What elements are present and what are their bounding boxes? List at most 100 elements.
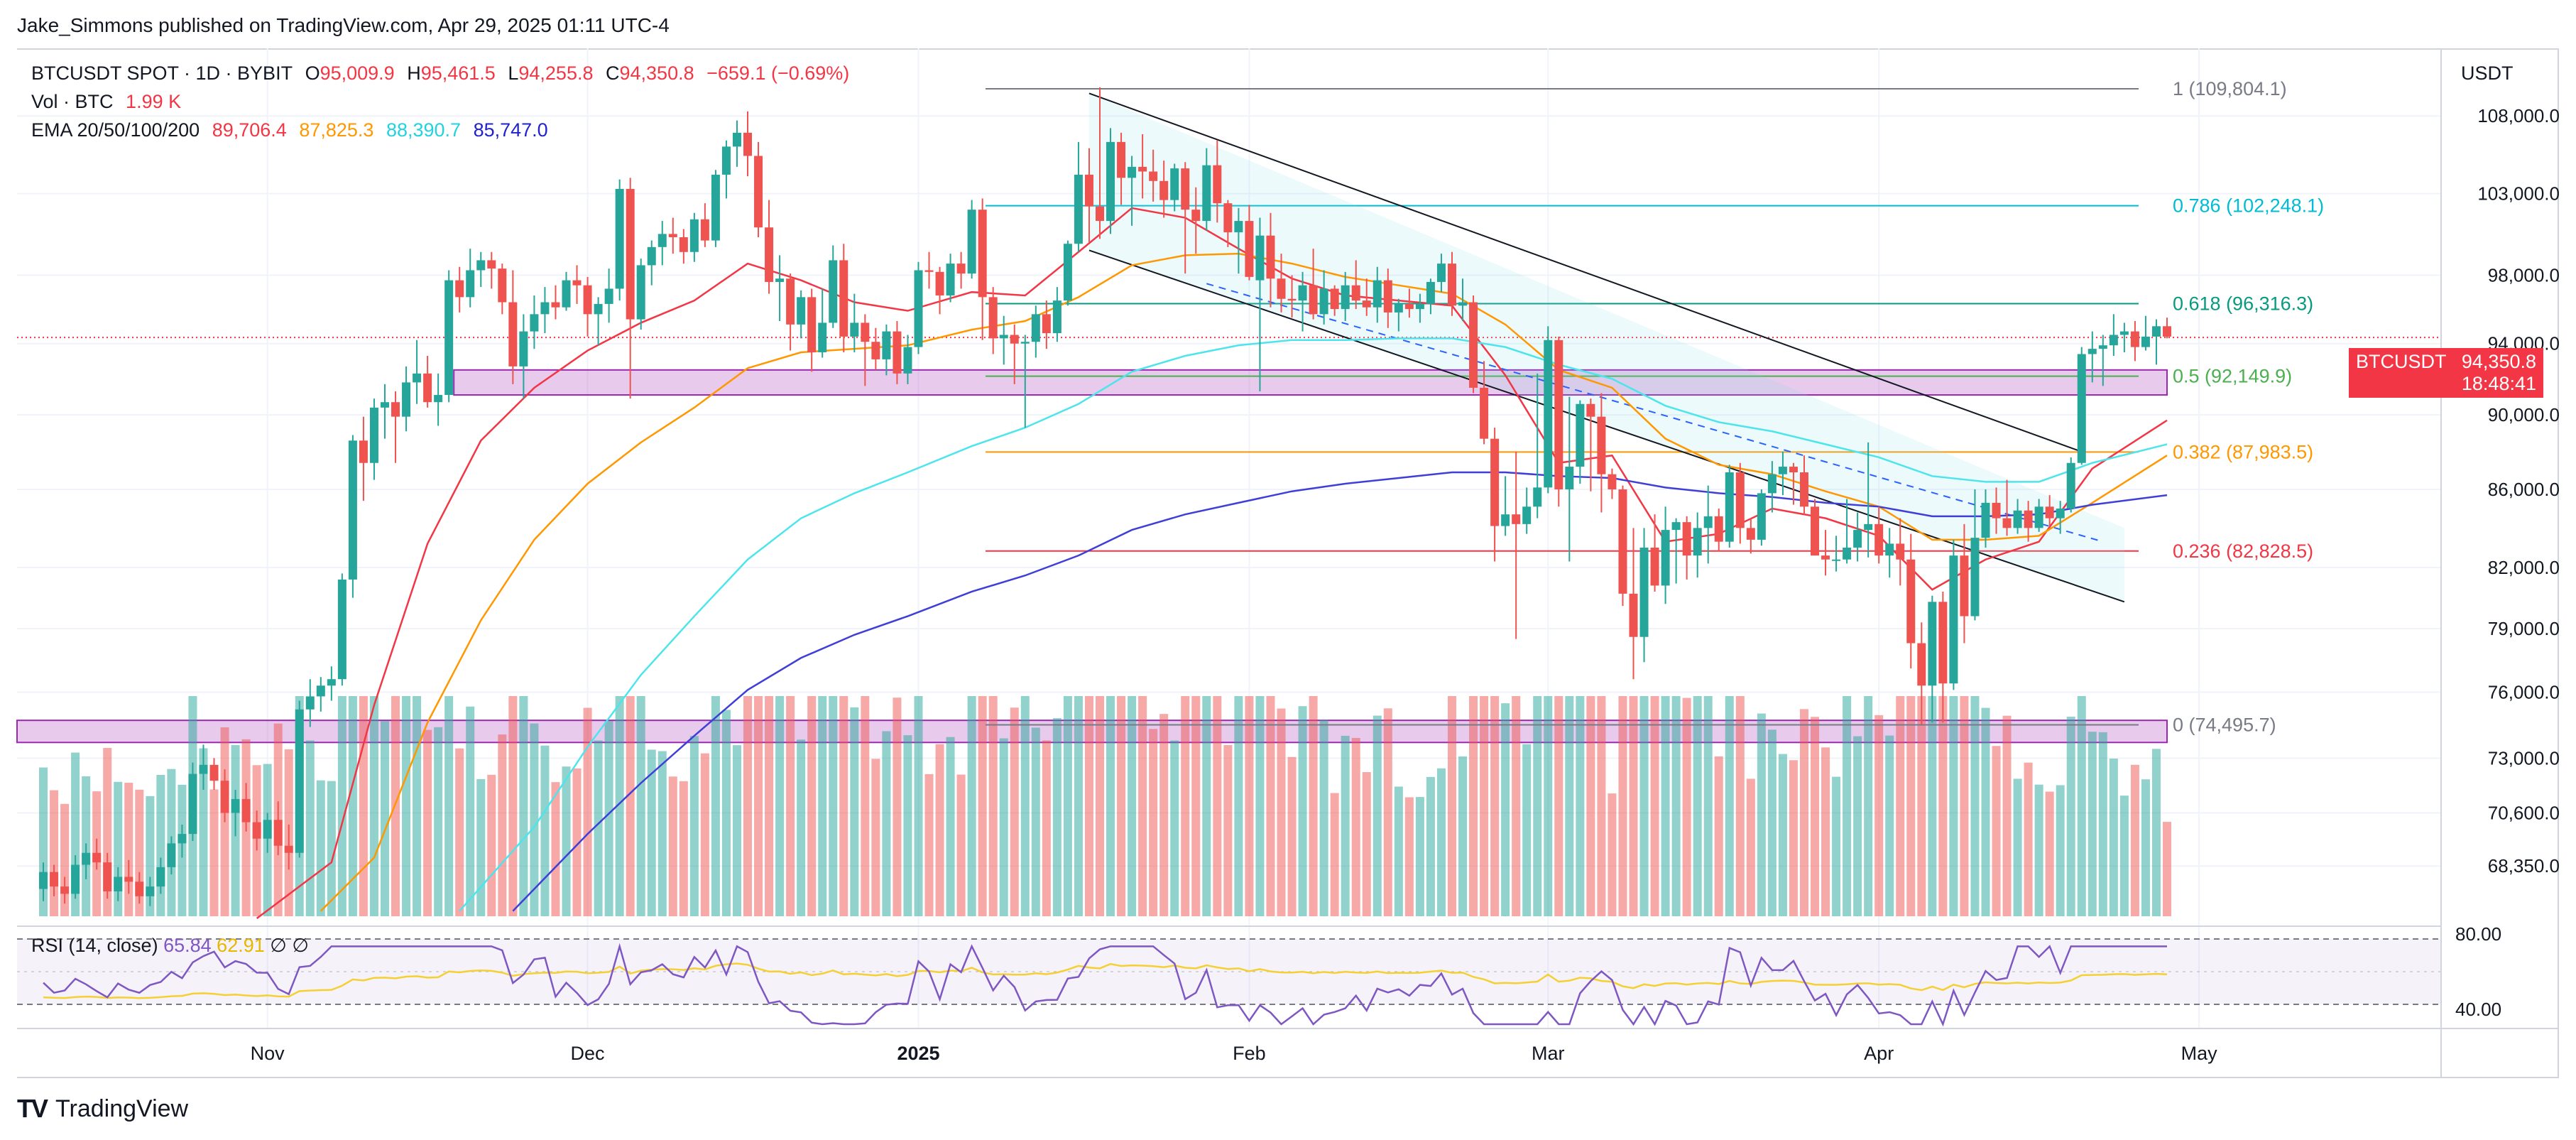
candle-body xyxy=(1554,340,1563,490)
ema-label[interactable]: EMA 20/50/100/200 xyxy=(31,119,200,141)
candle xyxy=(369,398,378,480)
volume-bar xyxy=(1725,696,1734,916)
volume-bar xyxy=(754,696,763,916)
candle xyxy=(551,285,560,320)
volume-bar xyxy=(508,696,518,916)
candle xyxy=(1052,287,1061,342)
candle xyxy=(1298,271,1307,332)
currency-label[interactable]: USDT xyxy=(2461,63,2514,84)
rsi-band xyxy=(17,939,2441,1004)
symbol-label[interactable]: BTCUSDT SPOT · 1D · BYBIT xyxy=(31,63,293,84)
volume-bar xyxy=(2151,749,2161,916)
candle xyxy=(423,355,432,408)
rsi-null-2: ∅ xyxy=(292,935,309,956)
fib-label: 0.382 (87,983.5) xyxy=(2173,441,2313,462)
candle xyxy=(124,859,133,894)
candle-body xyxy=(167,843,176,867)
candle xyxy=(871,327,880,370)
candle xyxy=(263,813,272,853)
candle-body xyxy=(380,402,389,408)
candle xyxy=(1287,275,1297,318)
candle xyxy=(818,288,827,358)
volume-bar xyxy=(380,721,389,916)
volume-bar xyxy=(1181,696,1190,916)
candle xyxy=(1404,288,1414,318)
candle-body xyxy=(1202,165,1211,222)
volume-bar xyxy=(1618,696,1627,916)
volume-bar xyxy=(786,696,795,916)
volume-bar xyxy=(946,737,955,916)
candle xyxy=(209,758,219,791)
candle xyxy=(935,266,944,315)
y-tick-label: 108,000.0 xyxy=(2477,105,2560,126)
candle-body xyxy=(583,285,592,315)
volume-bar xyxy=(1202,696,1211,916)
candle-body xyxy=(295,709,304,853)
candle xyxy=(295,700,304,858)
volume-bar xyxy=(1586,696,1595,916)
candle xyxy=(1117,132,1126,205)
candle xyxy=(647,240,656,286)
candle xyxy=(178,824,187,858)
candle-body xyxy=(1639,547,1649,637)
candle-body xyxy=(530,314,539,332)
tradingview-logo-icon: TV xyxy=(17,1094,48,1123)
tradingview-brand[interactable]: TV TradingView xyxy=(17,1094,188,1124)
candle-body xyxy=(1170,168,1179,200)
volume-bar xyxy=(1874,715,1884,916)
volume-bar xyxy=(562,766,571,916)
candle-body xyxy=(1671,522,1681,531)
volume-bar xyxy=(1010,707,1019,916)
last-price-tag: BTCUSDT 94,350.8 18:48:41 xyxy=(2349,348,2543,398)
candle-body xyxy=(1309,285,1318,315)
candle-body xyxy=(1703,516,1713,528)
candle-body xyxy=(2024,510,2033,528)
rsi-level-label: 40.00 xyxy=(2455,999,2501,1020)
volume-bar xyxy=(1981,707,1990,916)
candle-body xyxy=(1576,403,1585,467)
candle xyxy=(797,290,806,339)
candle xyxy=(2024,501,2033,542)
candle xyxy=(1234,207,1243,274)
candle-body xyxy=(1960,555,1969,617)
volume-bar xyxy=(583,707,592,916)
candle xyxy=(252,810,261,851)
candle-body xyxy=(626,188,635,320)
candle-body xyxy=(1832,559,1841,561)
volume-bar xyxy=(1906,696,1916,916)
volume-bar xyxy=(1799,709,1808,916)
price-tag-price: 94,350.8 xyxy=(2461,351,2536,372)
volume-label[interactable]: Vol · BTC xyxy=(31,91,114,112)
x-tick-label: Apr xyxy=(1864,1043,1894,1064)
volume-bar xyxy=(978,696,987,916)
rsi-layer xyxy=(17,938,2441,1027)
volume-bar xyxy=(1746,778,1755,916)
candle xyxy=(903,335,912,384)
volume-bar xyxy=(199,748,208,916)
volume-bar xyxy=(1213,696,1222,916)
candle xyxy=(657,221,667,266)
candle xyxy=(391,391,400,463)
candle xyxy=(199,744,208,791)
candle-body xyxy=(893,331,902,374)
candle xyxy=(1565,396,1574,562)
candle xyxy=(1415,293,1424,323)
volume-bar xyxy=(1074,696,1083,916)
candle-body xyxy=(1789,467,1798,472)
ema200-value: 85,747.0 xyxy=(473,119,548,141)
candle xyxy=(2056,501,2065,534)
change-value: −659.1 (−0.69%) xyxy=(706,63,850,84)
channel-lower-line xyxy=(1088,249,2125,603)
volume-bar xyxy=(1554,696,1563,916)
rsi-label[interactable]: RSI (14, close) xyxy=(31,935,158,956)
candle xyxy=(679,229,688,264)
candle-body xyxy=(1778,467,1787,474)
x-tick-label: Feb xyxy=(1233,1043,1266,1064)
candle-body xyxy=(2077,354,2086,463)
candle xyxy=(924,251,934,289)
volume-bar xyxy=(124,783,133,916)
volume-bar xyxy=(1117,696,1126,916)
volume-bar xyxy=(1042,740,1051,916)
candle xyxy=(444,270,454,403)
